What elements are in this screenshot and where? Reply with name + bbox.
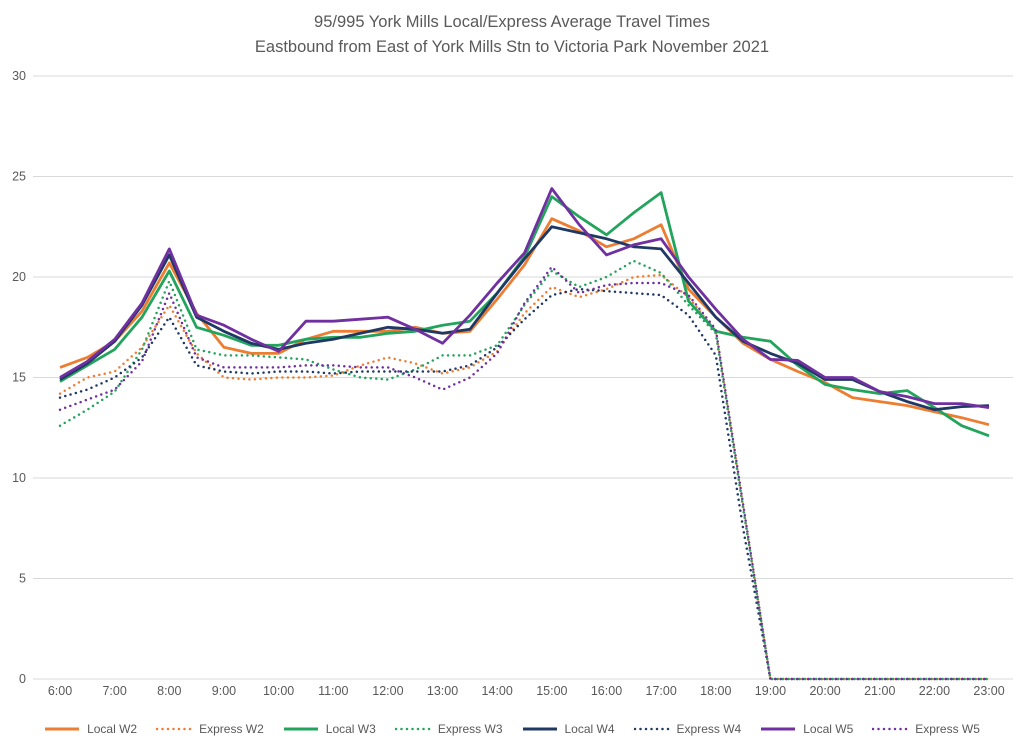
legend-item-local-w5: Local W5 — [760, 722, 853, 736]
legend-item-express-w4: Express W4 — [633, 722, 742, 736]
x-tick-label-20:00: 20:00 — [809, 684, 840, 698]
x-tick-label-17:00: 17:00 — [646, 684, 677, 698]
y-tick-label-30: 30 — [12, 69, 26, 83]
chart-subtitle: Eastbound from East of York Mills Stn to… — [254, 38, 770, 56]
legend-label: Express W2 — [199, 722, 264, 736]
legend-swatch-solid — [45, 727, 80, 731]
legend-item-local-w4: Local W4 — [522, 722, 615, 736]
x-tick-label-18:00: 18:00 — [700, 684, 731, 698]
y-tick-label-0: 0 — [19, 672, 26, 686]
legend-label: Express W5 — [915, 722, 980, 736]
y-tick-label-10: 10 — [12, 471, 26, 485]
legend-label: Express W3 — [437, 722, 503, 736]
chart-title: 95/995 York Mills Local/Express Average … — [314, 13, 710, 31]
y-tick-label-20: 20 — [12, 270, 26, 284]
legend-item-local-w2: Local W2 — [44, 722, 137, 736]
x-tick-label-15:00: 15:00 — [536, 684, 567, 698]
x-tick-label-7:00: 7:00 — [102, 684, 126, 698]
x-tick-label-9:00: 9:00 — [212, 684, 236, 698]
x-tick-label-10:00: 10:00 — [263, 684, 294, 698]
series-line-express-w5 — [58, 265, 991, 681]
x-tick-label-16:00: 16:00 — [591, 684, 622, 698]
legend-label: Express W4 — [676, 722, 742, 736]
x-tick-label-14:00: 14:00 — [482, 684, 513, 698]
legend-swatch-dotted — [394, 727, 431, 731]
legend-label: Local W2 — [87, 722, 138, 736]
x-tick-label-13:00: 13:00 — [427, 684, 458, 698]
x-tick-label-22:00: 22:00 — [919, 684, 950, 698]
legend-swatch-dotted — [872, 727, 909, 731]
x-tick-label-8:00: 8:00 — [157, 684, 181, 698]
legend-item-express-w2: Express W2 — [156, 722, 264, 736]
legend-swatch-solid — [761, 727, 796, 731]
legend-label: Local W3 — [325, 722, 376, 736]
legend-swatch-dotted — [633, 727, 670, 731]
legend-label: Local W5 — [803, 722, 854, 736]
legend-item-express-w3: Express W3 — [394, 722, 503, 736]
series-line-express-w2 — [58, 273, 991, 681]
y-tick-label-5: 5 — [19, 572, 26, 586]
y-tick-label-15: 15 — [12, 371, 26, 385]
legend-item-express-w5: Express W5 — [872, 722, 980, 736]
y-tick-label-25: 25 — [12, 170, 26, 184]
series-line-local-w4 — [59, 225, 990, 412]
x-tick-label-11:00: 11:00 — [318, 684, 348, 698]
series-line-express-w4 — [58, 287, 991, 681]
x-tick-label-12:00: 12:00 — [372, 684, 403, 698]
x-tick-label-19:00: 19:00 — [755, 684, 786, 698]
series-line-local-w3 — [59, 191, 990, 438]
x-tick-label-23:00: 23:00 — [973, 684, 1004, 698]
x-tick-label-21:00: 21:00 — [864, 684, 895, 698]
legend-swatch-solid — [283, 727, 318, 731]
legend-swatch-dotted — [156, 727, 193, 731]
series-line-local-w5 — [59, 187, 990, 409]
x-tick-label-6:00: 6:00 — [48, 684, 72, 698]
series-line-express-w3 — [58, 259, 991, 681]
legend-swatch-solid — [522, 727, 557, 731]
chart-title-block: 95/995 York Mills Local/Express Average … — [0, 10, 1024, 60]
legend-label: Local W4 — [564, 722, 615, 736]
legend-item-local-w3: Local W3 — [283, 722, 376, 736]
chart-legend: Local W2 Express W2 Local W3 Express W3 Loca… — [0, 722, 1024, 736]
